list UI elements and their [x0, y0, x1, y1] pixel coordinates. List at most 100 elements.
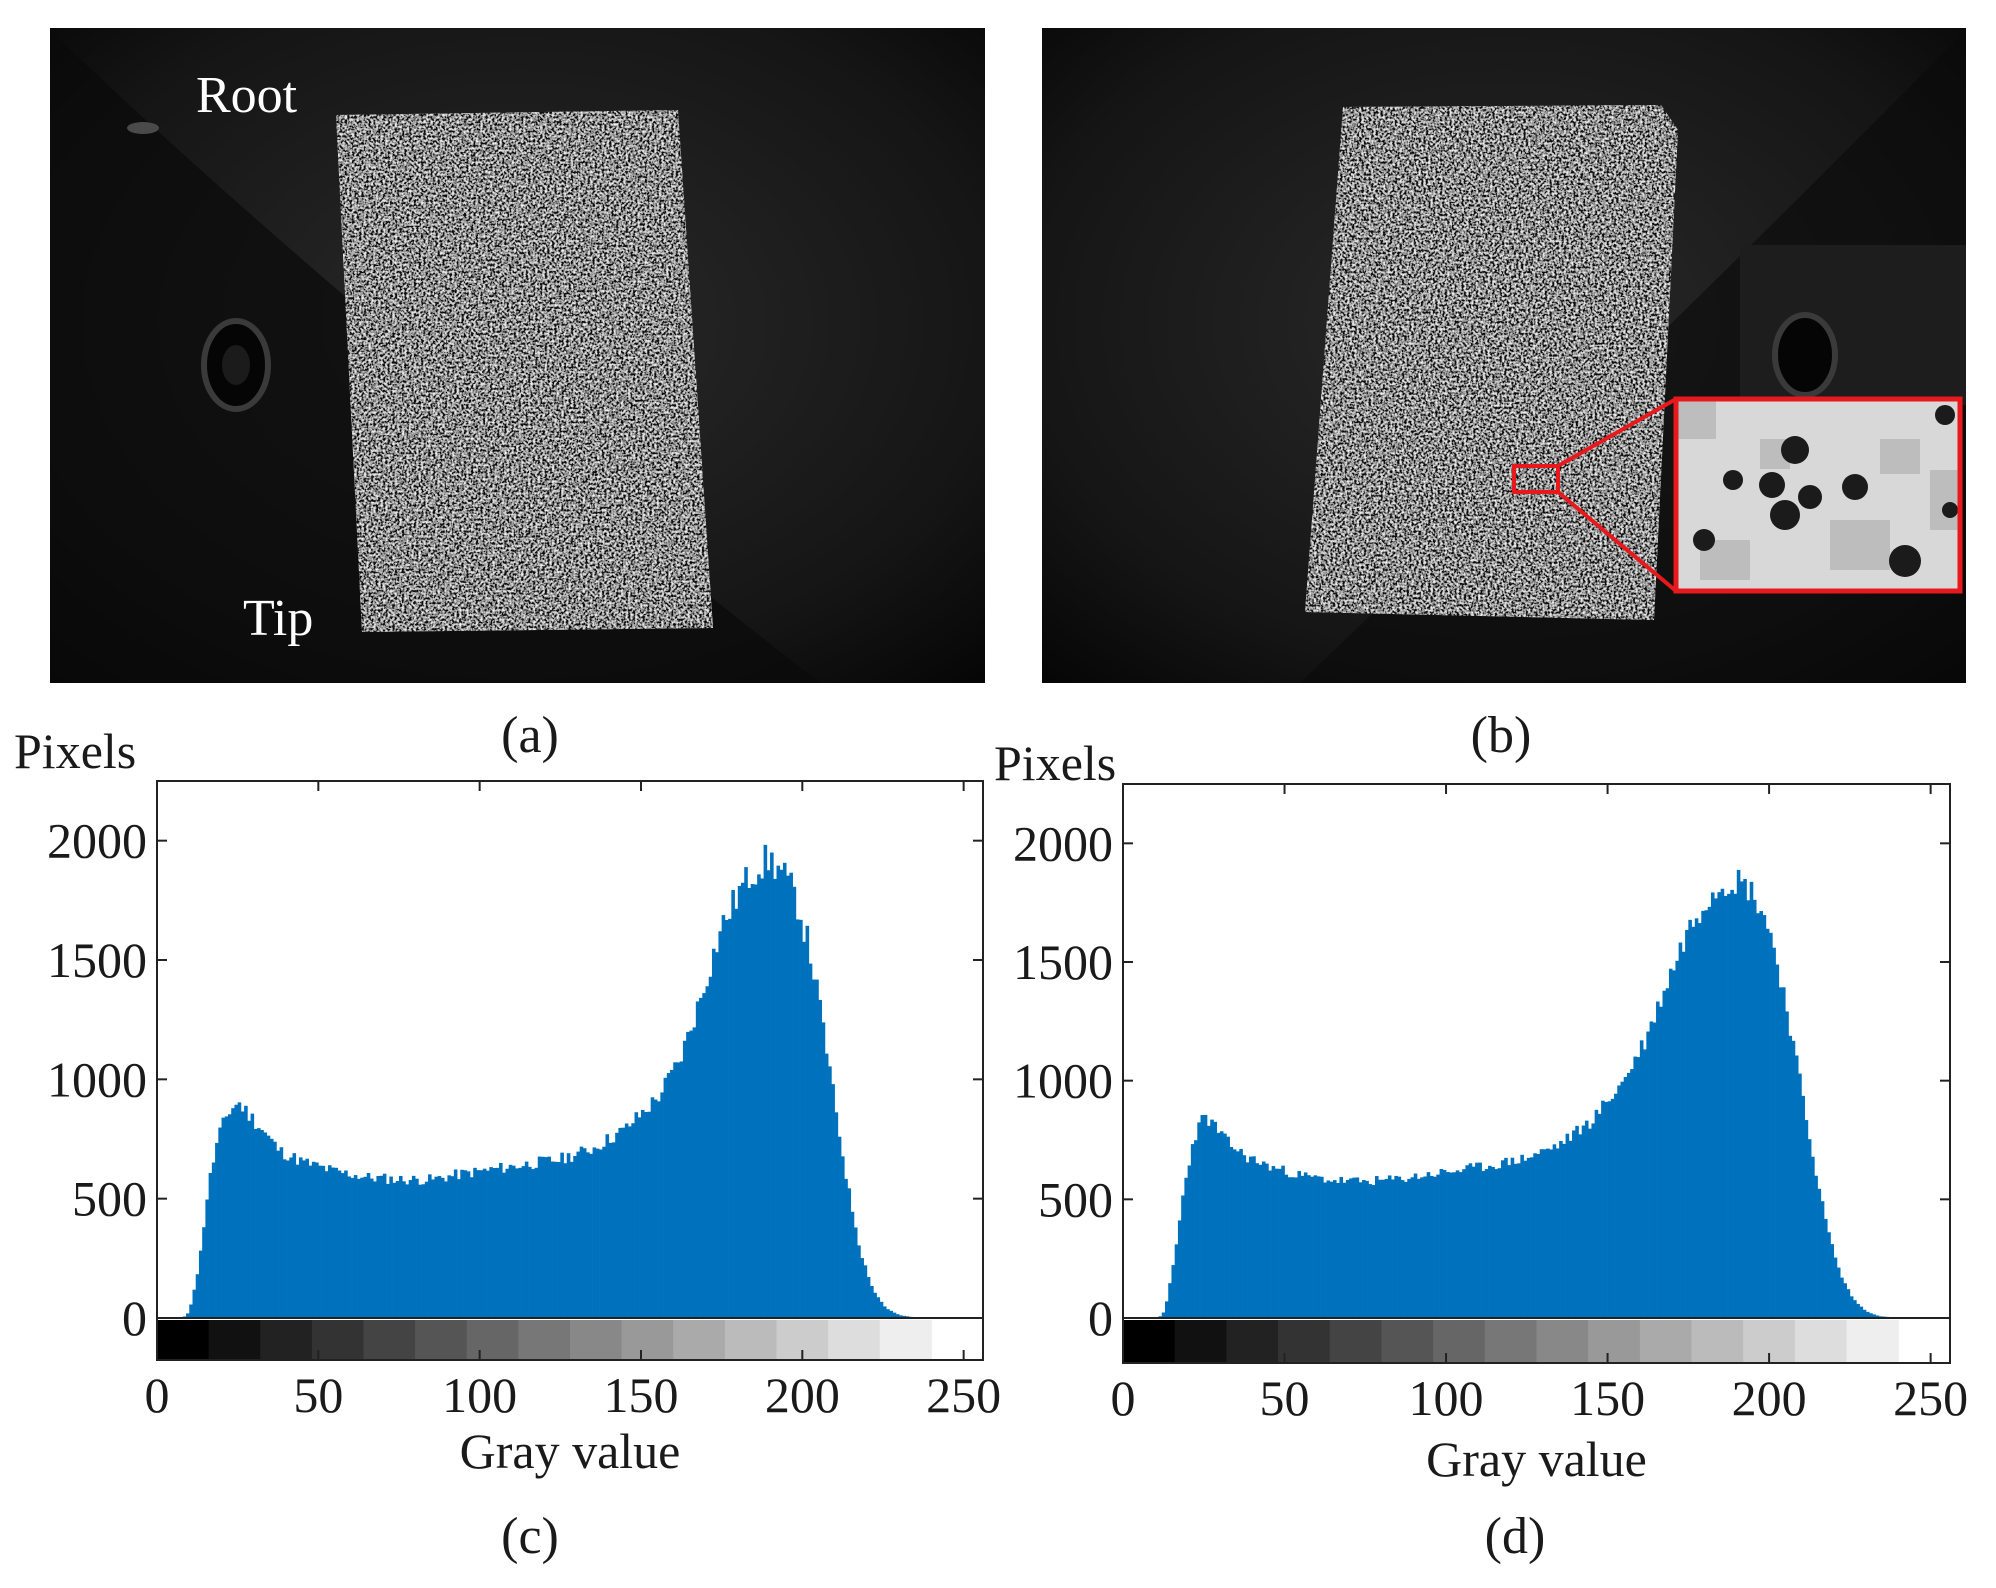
- histogram-bar: [602, 1146, 606, 1318]
- histogram-bar: [444, 1181, 448, 1318]
- histogram-bar: [1604, 1101, 1608, 1318]
- histogram-bar: [1455, 1170, 1460, 1318]
- histogram-bar: [489, 1167, 493, 1318]
- histogram-bar: [676, 1062, 681, 1318]
- histogram-bar: [1320, 1176, 1324, 1318]
- histogram-bar: [708, 976, 713, 1318]
- histogram-bar: [1542, 1149, 1547, 1318]
- histogram-bar: [360, 1177, 364, 1318]
- histogram-bar: [1568, 1140, 1573, 1318]
- histogram-bar: [482, 1168, 487, 1318]
- histogram-bar: [1807, 1139, 1812, 1318]
- histogram-bar: [511, 1165, 516, 1318]
- histogram-bar: [1778, 987, 1783, 1318]
- histogram-bar: [205, 1199, 209, 1318]
- histogram-bar: [540, 1156, 545, 1318]
- histogram-bar: [1226, 1136, 1230, 1318]
- colorbar-segment: [570, 1320, 623, 1359]
- histogram-bar: [257, 1128, 261, 1318]
- histogram-bar: [605, 1134, 610, 1318]
- ytick-label: 500: [1038, 1171, 1113, 1227]
- histogram-bar: [1733, 893, 1738, 1318]
- xticks-c: 0 50 100 150 200 250: [145, 781, 1001, 1423]
- histogram-bar: [557, 1161, 561, 1318]
- histogram-bar: [1727, 893, 1731, 1318]
- histogram-bar: [1213, 1121, 1218, 1318]
- histogram-bar: [1782, 987, 1786, 1318]
- histogram-bar: [728, 918, 732, 1318]
- histogram-bar: [1698, 923, 1702, 1318]
- histogram-bar: [421, 1184, 426, 1318]
- histogram-bar: [1588, 1128, 1592, 1318]
- axes-frame-d: [1122, 783, 1951, 1364]
- histogram-bar: [1500, 1160, 1505, 1318]
- histogram-bar: [1843, 1283, 1847, 1318]
- histogram-bar: [1358, 1182, 1363, 1318]
- histogram-bar: [234, 1104, 239, 1318]
- colorbar-segment: [466, 1320, 519, 1359]
- histogram-bar: [899, 1315, 903, 1318]
- histogram-bar: [469, 1177, 474, 1318]
- histogram-bar: [537, 1156, 542, 1318]
- histogram-bar: [1416, 1178, 1421, 1318]
- histogram-bar: [1743, 878, 1747, 1318]
- histogram-bar: [250, 1113, 255, 1318]
- histogram-bar: [876, 1297, 881, 1318]
- histogram-bar: [1656, 1001, 1660, 1318]
- histogram-bar: [1284, 1174, 1289, 1318]
- histogram-bar: [860, 1258, 864, 1318]
- histogram-bar: [524, 1161, 529, 1318]
- histogram-bar: [398, 1175, 403, 1318]
- histogram-bar: [353, 1175, 358, 1318]
- histogram-bar: [650, 1097, 655, 1318]
- histogram-bar: [1265, 1163, 1269, 1318]
- histogram-bar: [679, 1061, 684, 1318]
- histogram-bar: [1413, 1173, 1418, 1318]
- histogram-bar: [1307, 1175, 1311, 1318]
- histogram-bar: [1407, 1178, 1411, 1318]
- histogram-bar: [1439, 1169, 1444, 1318]
- histogram-bar: [760, 878, 764, 1318]
- histogram-bar: [866, 1277, 871, 1318]
- axes-frame-c: [156, 780, 984, 1361]
- histogram-bar: [579, 1146, 584, 1318]
- histogram-bar: [1662, 990, 1667, 1318]
- histogram-bar: [347, 1176, 351, 1318]
- histogram-bar: [402, 1181, 406, 1318]
- histogram-bar: [573, 1155, 577, 1318]
- histogram-bar: [1184, 1177, 1188, 1318]
- zoom-inset-frame: [1673, 396, 1963, 594]
- colorbar-segment: [828, 1320, 881, 1359]
- histogram-bar: [1368, 1184, 1373, 1318]
- histogram-bar: [547, 1156, 551, 1318]
- histogram-bar: [337, 1170, 342, 1318]
- histogram-bar: [289, 1157, 293, 1318]
- histogram-bar: [1572, 1130, 1576, 1318]
- histogram-bar: [1701, 910, 1705, 1318]
- histogram-bar: [711, 948, 716, 1318]
- histogram-bar: [1836, 1267, 1841, 1318]
- colorbar-segment: [1278, 1320, 1331, 1362]
- histogram-bar: [1759, 911, 1763, 1318]
- histogram-bar: [1788, 1035, 1793, 1318]
- histogram-bar: [724, 919, 729, 1318]
- histogram-bar: [1830, 1244, 1835, 1318]
- histogram-bar: [1798, 1073, 1802, 1318]
- histogram-bar: [1668, 968, 1673, 1318]
- histogram-bar: [666, 1073, 671, 1318]
- histogram-bar: [686, 1031, 690, 1318]
- histogram-bar: [1365, 1180, 1369, 1318]
- histogram-bar: [1688, 919, 1692, 1318]
- histogram-bar: [447, 1175, 451, 1318]
- histogram-bar: [589, 1153, 593, 1318]
- histogram-bar: [366, 1172, 371, 1318]
- histogram-bar: [886, 1309, 890, 1318]
- histogram-bar: [324, 1171, 329, 1318]
- histogram-bar: [1504, 1157, 1508, 1318]
- histogram-bar: [1497, 1168, 1502, 1318]
- histogram-bar: [1323, 1182, 1327, 1318]
- ytick-label: 2000: [1013, 815, 1113, 871]
- histogram-bar: [544, 1157, 548, 1318]
- histogram-bar: [1242, 1155, 1247, 1318]
